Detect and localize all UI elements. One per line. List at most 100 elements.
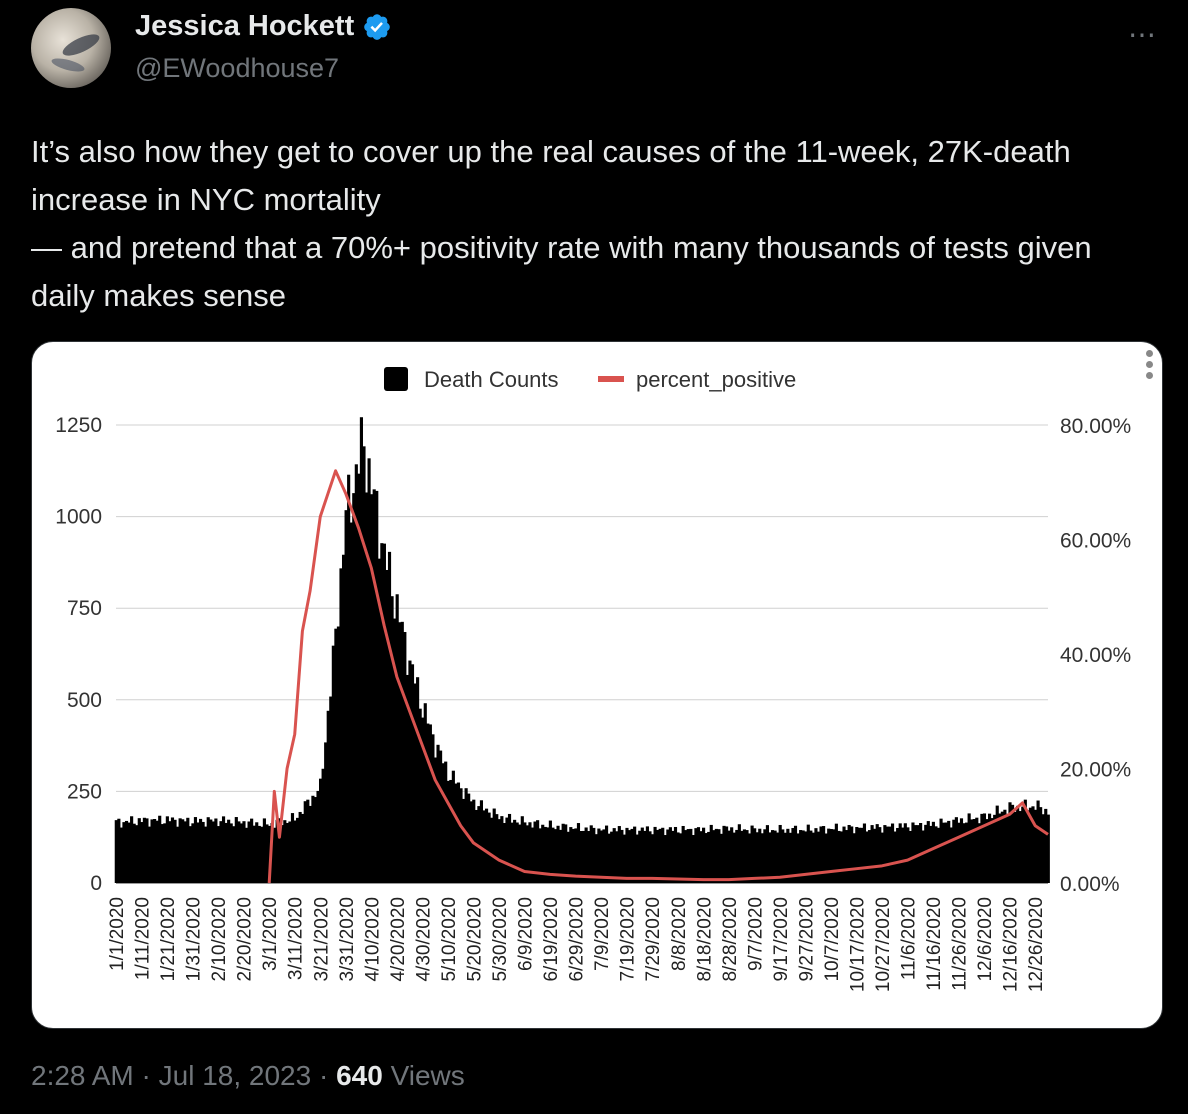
death-count-bar: [1039, 807, 1043, 883]
avatar-detail: [59, 30, 103, 60]
death-count-bar: [1023, 799, 1027, 883]
author-display-name[interactable]: Jessica Hockett: [135, 10, 355, 42]
death-count-bar: [638, 830, 642, 883]
tweet-media-chart[interactable]: 0 250 500 750 1000 1250 0.00% 20.00% 40.00% 60.00…: [31, 341, 1163, 1029]
death-count-bar: [727, 830, 731, 883]
death-count-bar: [380, 543, 384, 883]
death-count-bar: [893, 831, 897, 883]
death-count-bar: [405, 674, 409, 883]
more-options-icon[interactable]: ⋯: [1128, 19, 1157, 50]
death-count-bar: [132, 823, 136, 883]
death-count-bar: [786, 828, 790, 883]
x-tick-label: 4/20/2020: [388, 897, 409, 982]
death-count-bar: [806, 824, 810, 883]
death-count-bar: [811, 832, 815, 883]
death-count-bar: [819, 826, 823, 883]
death-count-bar: [426, 723, 430, 883]
death-count-bar: [492, 808, 496, 883]
death-count-bar: [479, 800, 484, 883]
death-count-bar: [423, 703, 427, 883]
author-handle[interactable]: @EWoodhouse7: [135, 53, 340, 83]
death-count-bar: [232, 826, 236, 883]
death-count-bar: [908, 830, 912, 883]
death-count-bar: [198, 818, 203, 883]
death-count-bar: [745, 830, 749, 883]
meta-separator: ·: [133, 1060, 159, 1091]
tweet-time[interactable]: 2:28 AM: [31, 1060, 134, 1091]
death-count-bar: [513, 819, 517, 883]
death-count-bar: [377, 558, 381, 883]
x-tick-label: 9/27/2020: [796, 897, 817, 982]
death-count-bar: [804, 831, 808, 883]
death-count-bar: [439, 750, 443, 883]
death-count-bar: [890, 823, 895, 883]
death-count-bar: [620, 829, 624, 883]
death-count-bar: [221, 816, 226, 883]
death-count-bar: [610, 831, 614, 883]
x-tick-label: 10/17/2020: [847, 897, 868, 992]
death-count-bar: [352, 493, 356, 883]
death-count-bar: [965, 822, 969, 883]
death-count-bar: [484, 808, 489, 883]
death-count-bar: [288, 821, 292, 883]
x-tick-label: 8/18/2020: [694, 897, 715, 982]
death-count-bar: [873, 828, 877, 883]
death-count-bar: [622, 834, 627, 883]
death-count-bar: [227, 819, 231, 883]
death-count-bar: [661, 827, 665, 883]
death-count-bar: [482, 810, 486, 883]
media-more-options-icon[interactable]: [1142, 346, 1156, 386]
death-count-bar: [400, 621, 404, 883]
death-count-bar: [367, 458, 371, 883]
x-tick-label: 3/31/2020: [337, 897, 358, 982]
x-tick-label: 7/9/2020: [592, 897, 613, 971]
death-count-bar: [947, 820, 951, 883]
death-count-bar: [809, 830, 813, 883]
death-count-bar: [630, 828, 634, 883]
death-count-bar: [615, 831, 619, 883]
death-count-bar: [224, 822, 228, 883]
death-count-bar: [707, 831, 711, 883]
death-count-bar: [477, 806, 481, 883]
death-count-bar: [357, 473, 361, 883]
x-tick-label: 3/11/2020: [286, 897, 307, 980]
death-count-bar: [390, 596, 394, 883]
death-count-bar: [431, 734, 435, 883]
death-count-bar: [582, 830, 586, 883]
death-count-bar: [791, 828, 795, 883]
author-avatar[interactable]: [31, 8, 111, 88]
death-count-bar: [155, 820, 159, 883]
death-count-bar: [446, 780, 450, 883]
tweet-date[interactable]: Jul 18, 2023: [158, 1060, 312, 1091]
death-count-bar: [122, 822, 126, 883]
death-count-bar: [592, 827, 596, 883]
death-count-bar: [883, 825, 887, 883]
death-count-bar: [265, 824, 269, 883]
death-count-bar: [732, 832, 736, 883]
death-count-bar: [523, 822, 527, 883]
x-tick-label: 6/29/2020: [567, 897, 588, 982]
death-count-bar: [119, 827, 123, 883]
death-count-bar: [865, 831, 869, 883]
death-count-bar: [1016, 805, 1020, 883]
death-count-bar: [505, 817, 509, 883]
death-count-bar: [985, 819, 989, 883]
death-count-bar: [837, 830, 841, 883]
death-count-bar: [783, 832, 787, 883]
death-count-bar: [722, 825, 726, 883]
x-tick-label: 8/8/2020: [669, 897, 690, 971]
death-count-bar: [176, 826, 180, 883]
death-count-bar: [633, 826, 637, 883]
death-count-bar: [250, 818, 254, 883]
death-count-bar: [255, 822, 259, 883]
x-tick-label: 6/9/2020: [516, 897, 537, 971]
death-count-bar: [536, 820, 540, 883]
death-count-bar: [507, 813, 512, 883]
death-count-bar: [776, 832, 780, 883]
death-count-bar: [842, 826, 846, 883]
death-count-bar: [913, 825, 918, 883]
y-right-tick-label: 80.00%: [1060, 415, 1131, 438]
death-count-bar: [140, 822, 144, 883]
death-count-bar: [336, 626, 341, 883]
death-count-bar: [413, 683, 417, 883]
